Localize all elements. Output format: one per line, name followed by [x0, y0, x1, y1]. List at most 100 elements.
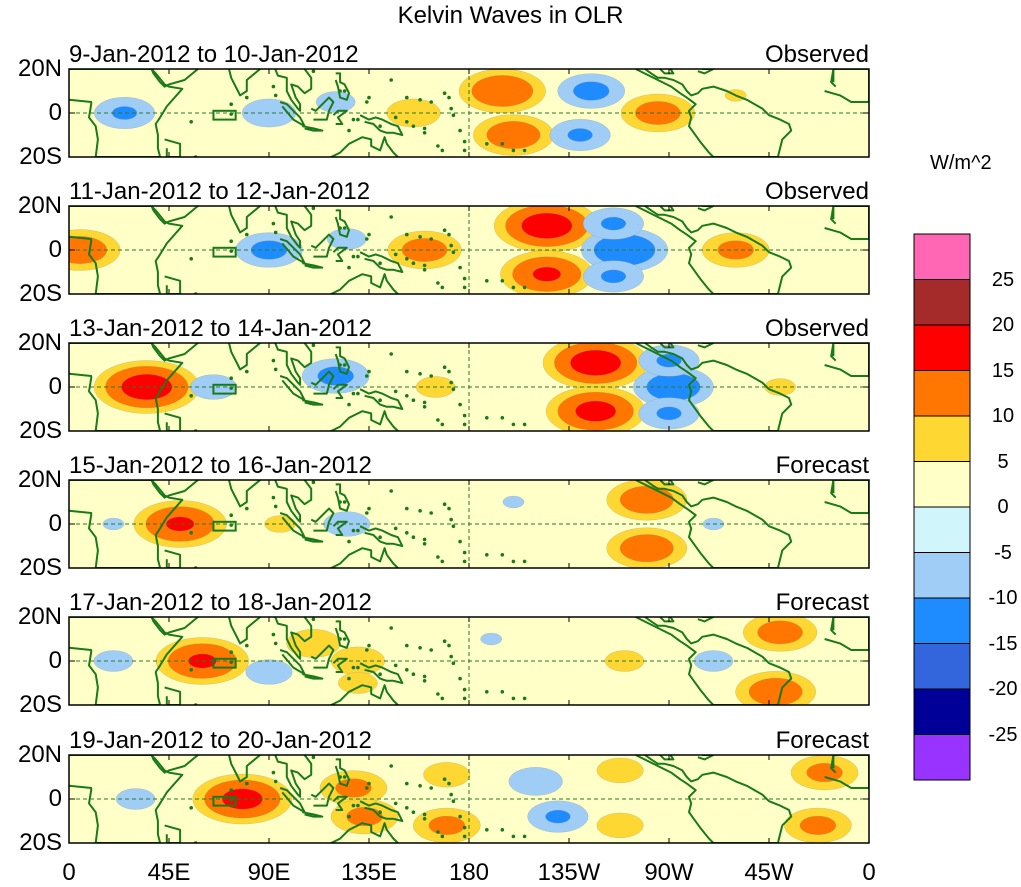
panel-kind-label: Forecast	[775, 727, 869, 754]
coastline	[310, 507, 335, 532]
contour-level	[748, 677, 803, 705]
coastline	[302, 536, 324, 543]
coastline	[359, 388, 404, 410]
coastline	[824, 617, 869, 651]
reference-box	[212, 246, 237, 258]
coastline	[697, 480, 715, 486]
island-dot	[356, 254, 360, 259]
colorbar-swatch	[913, 279, 971, 326]
island-dot	[451, 524, 456, 528]
island-dot	[393, 115, 398, 120]
island-dot	[338, 226, 342, 230]
coastline	[635, 480, 793, 568]
coastline	[302, 262, 324, 269]
island-dot	[511, 422, 516, 427]
island-dot	[189, 806, 193, 810]
colorbar-tick-label: 5	[997, 451, 1009, 473]
colorbar-swatch	[913, 643, 971, 690]
island-dot	[422, 126, 427, 131]
contour-level	[656, 406, 682, 421]
island-dot	[429, 237, 434, 241]
island-dot	[405, 232, 409, 237]
island-dot	[411, 672, 416, 676]
coastline	[69, 69, 184, 157]
island-dot	[393, 526, 398, 531]
panel-kind-label: Forecast	[775, 589, 869, 616]
contour-level	[600, 216, 627, 231]
island-dot	[271, 632, 276, 637]
colorbar-swatch	[913, 233, 971, 280]
coastline	[332, 383, 348, 399]
island-dot	[449, 243, 454, 248]
olr-anomaly-9	[596, 812, 644, 838]
island-dot	[522, 285, 527, 290]
island-dot	[458, 814, 462, 819]
island-dot	[449, 106, 454, 111]
island-dot	[245, 781, 249, 786]
latitude-tick-label: 20N	[17, 741, 62, 768]
island-dot	[189, 668, 193, 672]
island-dot	[378, 810, 382, 814]
contour-level	[799, 815, 837, 835]
island-dot	[418, 235, 422, 239]
coastline	[302, 673, 324, 680]
colorbar-swatch	[913, 461, 971, 508]
reference-box	[212, 383, 237, 395]
island-dot	[418, 372, 422, 376]
longitude-tick-label: 45W	[744, 859, 794, 886]
island-dot	[189, 394, 193, 398]
island-dot	[447, 781, 451, 786]
island-dot	[449, 654, 454, 659]
olr-anomaly-1	[458, 69, 546, 114]
coastline	[697, 343, 715, 349]
latitude-tick-label: 0	[48, 647, 62, 674]
longitude-tick-label: 180	[448, 859, 490, 886]
island-dot	[229, 239, 233, 243]
coastline	[227, 617, 313, 660]
olr-anomaly-4	[423, 762, 471, 788]
island-dot	[442, 502, 447, 506]
olr-anomaly-1	[542, 343, 649, 390]
coastline	[150, 206, 200, 225]
reference-box	[212, 109, 237, 121]
reference-box	[212, 520, 237, 532]
contour-level	[317, 366, 354, 386]
island-dot	[500, 279, 505, 283]
longitude-tick-label: 45E	[147, 859, 191, 886]
island-dot	[429, 786, 434, 790]
coastline	[310, 233, 335, 258]
coastline	[279, 787, 306, 814]
island-dot	[229, 376, 233, 380]
island-dot	[447, 95, 451, 100]
island-dot	[511, 559, 516, 564]
olr-anomaly-3	[133, 500, 227, 548]
island-dot	[429, 374, 434, 378]
coastline	[328, 136, 400, 157]
latitude-tick-label: 0	[48, 99, 62, 126]
coastline	[164, 549, 182, 568]
island-dot	[393, 801, 398, 806]
island-dot	[442, 777, 447, 781]
contour-level	[428, 815, 465, 835]
island-dot	[458, 265, 462, 270]
latitude-tick-label: 20N	[17, 329, 62, 356]
island-dot	[347, 265, 351, 270]
colorbar-units-label: W/m^2	[930, 152, 992, 174]
coastline	[310, 96, 335, 121]
colorbar-tick-label: -15	[988, 633, 1018, 655]
coastline	[302, 125, 324, 132]
island-dot	[462, 834, 467, 839]
contour-level	[573, 81, 610, 101]
island-dot	[311, 69, 316, 73]
island-dot	[311, 343, 316, 347]
longitude-tick-label: 0	[862, 859, 876, 886]
panel-3	[68, 342, 870, 432]
island-dot	[447, 369, 451, 374]
island-dot	[511, 834, 516, 839]
island-dot	[342, 775, 347, 779]
contour-level	[600, 269, 627, 284]
coastline	[697, 755, 715, 761]
island-dot	[500, 828, 505, 832]
island-dot	[273, 93, 278, 98]
